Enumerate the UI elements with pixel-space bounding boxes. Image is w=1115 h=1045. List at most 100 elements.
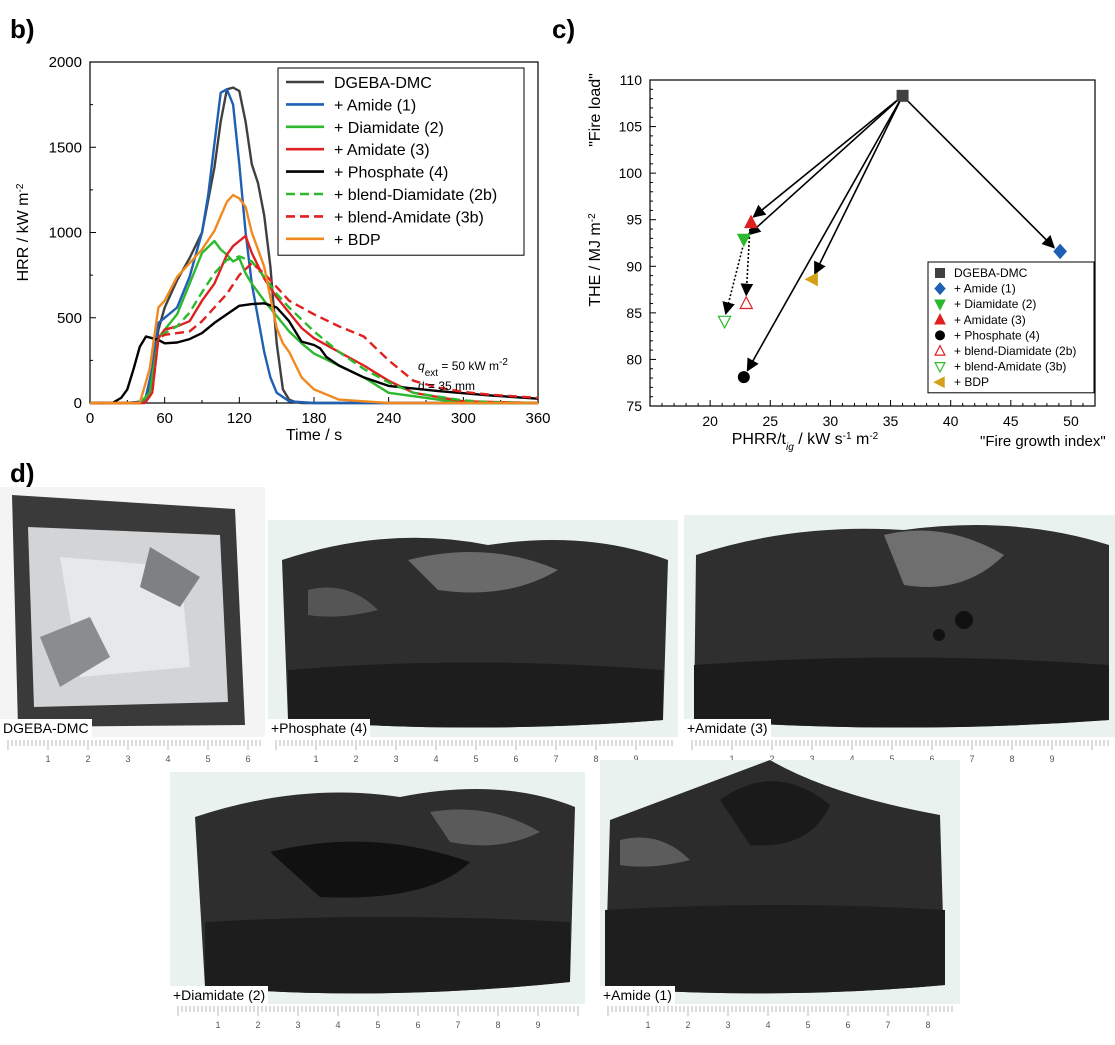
series-line-6 — [90, 262, 539, 405]
x-tick-label: 120 — [227, 410, 252, 427]
ruler-number: 5 — [889, 754, 894, 764]
thickness-annotation: d = 35 mm — [418, 379, 475, 393]
ruler-number: 4 — [335, 1020, 340, 1030]
data-point-6 — [717, 315, 732, 330]
x-axis-label: PHRR/tig / kW s-1 m-2 — [732, 431, 879, 453]
photo-caption: +Amidate (3) — [684, 719, 771, 737]
ruler-number: 8 — [593, 754, 598, 764]
y-tick-label: 105 — [619, 119, 643, 135]
ruler-number: 3 — [809, 754, 814, 764]
ruler-scale: 1 2 3 4 5 6 7 8 9 — [275, 740, 673, 764]
ruler-scale: 1 2 3 4 5 6 7 8 9 — [691, 740, 1109, 764]
ruler-number: 6 — [513, 754, 518, 764]
legend-marker — [933, 376, 945, 389]
ruler-number: 1 — [729, 754, 734, 764]
trend-arrow — [747, 95, 904, 236]
ruler: 1 2 3 4 5 6 — [0, 740, 265, 766]
legend-entry: + blend-Diamidate (2b) — [954, 344, 1076, 358]
ruler-number: 5 — [375, 1020, 380, 1030]
legend-entry: + Phosphate (4) — [334, 165, 448, 182]
legend-box — [927, 261, 1095, 394]
legend-marker — [934, 299, 946, 311]
ruler: 1 2 3 4 5 6 7 8 9 — [684, 740, 1115, 766]
ruler-number: 1 — [645, 1020, 650, 1030]
x-tick-label: 300 — [451, 410, 476, 427]
q-ext-annotation: qext = 50 kW m-2 — [418, 357, 508, 379]
ruler-number: 4 — [849, 754, 854, 764]
series-line-3 — [90, 234, 539, 405]
ruler-scale: 1 2 3 4 5 6 7 8 — [607, 1006, 953, 1030]
residue-image-diamidate — [170, 772, 585, 1004]
legend-entry: + Phosphate (4) — [954, 328, 1040, 342]
legend-entry: + blend-Amidate (3b) — [954, 360, 1066, 374]
plot-frame — [649, 79, 1096, 407]
ruler-number: 4 — [433, 754, 438, 764]
ruler-number: 1 — [215, 1020, 220, 1030]
x-tick-label: 45 — [1003, 413, 1019, 429]
hrr-chart: 0 60 120 180 240 300 360 0 500 1000 1500 2000 Time /… — [15, 54, 551, 444]
ruler-number: 5 — [205, 754, 210, 764]
y-tick-label: 75 — [626, 398, 642, 414]
y-tick-label: 0 — [74, 395, 82, 412]
ruler-number: 1 — [45, 754, 50, 764]
residue-image-amide — [600, 760, 960, 1004]
residue-image-amidate — [684, 515, 1115, 737]
photo-dgeba-dmc: DGEBA-DMC — [0, 487, 265, 737]
photo-caption: +Diamidate (2) — [170, 986, 269, 1004]
ruler-number: 8 — [495, 1020, 500, 1030]
ruler: 1 2 3 4 5 6 7 8 — [600, 1006, 960, 1032]
legend-box — [277, 67, 525, 256]
legend-entry: + BDP — [954, 375, 989, 389]
y-axis-label: THE / MJ m-2 — [587, 213, 605, 307]
y-tick-label: 85 — [626, 305, 642, 321]
ruler-number: 1 — [313, 754, 318, 764]
ruler-number: 9 — [1049, 754, 1054, 764]
the-vs-fire-growth-chart: 20 25 30 35 40 45 50 75 80 85 90 95 100 105 110 PHRR/ti… — [587, 72, 1106, 453]
ruler-number: 8 — [925, 1020, 930, 1030]
ruler-number: 4 — [165, 754, 170, 764]
ruler-number: 7 — [553, 754, 558, 764]
y-tick-label: 80 — [626, 351, 642, 367]
residue-image-phosphate — [268, 520, 678, 737]
x-tick-label: 50 — [1063, 413, 1079, 429]
ruler-number: 8 — [1009, 754, 1014, 764]
x-tick-label: 35 — [883, 413, 899, 429]
x-tick-label: 25 — [762, 413, 778, 429]
x-tick-label: 40 — [943, 413, 959, 429]
photo-caption: +Amide (1) — [600, 986, 675, 1004]
legend-marker — [934, 344, 946, 356]
photo-amide: +Amide (1) — [600, 760, 960, 1004]
ruler-scale: 1 2 3 4 5 6 — [7, 740, 261, 764]
y-tick-label: 2000 — [49, 54, 82, 71]
data-point-1 — [1053, 243, 1068, 260]
legend-entry: DGEBA-DMC — [334, 75, 432, 92]
trend-arrow — [722, 247, 744, 316]
y-tick-label: 100 — [619, 165, 643, 181]
legend-entry: + blend-Diamidate (2b) — [334, 187, 497, 204]
legend-entry: + Amidate (3) — [334, 142, 430, 159]
trend-arrow — [752, 95, 904, 218]
legend-entry: + Diamidate (2) — [954, 297, 1036, 311]
data-point-5 — [739, 295, 754, 310]
ruler-number: 2 — [255, 1020, 260, 1030]
data-point-4 — [737, 371, 750, 384]
legend-entry: DGEBA-DMC — [954, 266, 1028, 280]
ruler-number: 5 — [805, 1020, 810, 1030]
panel-label-d: d) — [10, 458, 35, 488]
ruler-number: 6 — [845, 1020, 850, 1030]
ruler-number: 7 — [969, 754, 974, 764]
legend-marker — [935, 268, 945, 278]
photo-caption: DGEBA-DMC — [0, 719, 92, 737]
ruler-number: 6 — [245, 754, 250, 764]
y-tick-label: 1500 — [49, 139, 82, 156]
x-tick-label: 360 — [525, 410, 550, 427]
photo-amidate: +Amidate (3) — [684, 515, 1115, 737]
series-line-4 — [90, 302, 539, 405]
y-tick-label: 1000 — [49, 225, 82, 242]
ruler-number: 3 — [725, 1020, 730, 1030]
ruler-number: 3 — [125, 754, 130, 764]
panel-label-c: c) — [552, 14, 576, 44]
legend-entry: + Amide (1) — [954, 282, 1016, 296]
ruler-number: 2 — [85, 754, 90, 764]
ruler-number: 6 — [415, 1020, 420, 1030]
